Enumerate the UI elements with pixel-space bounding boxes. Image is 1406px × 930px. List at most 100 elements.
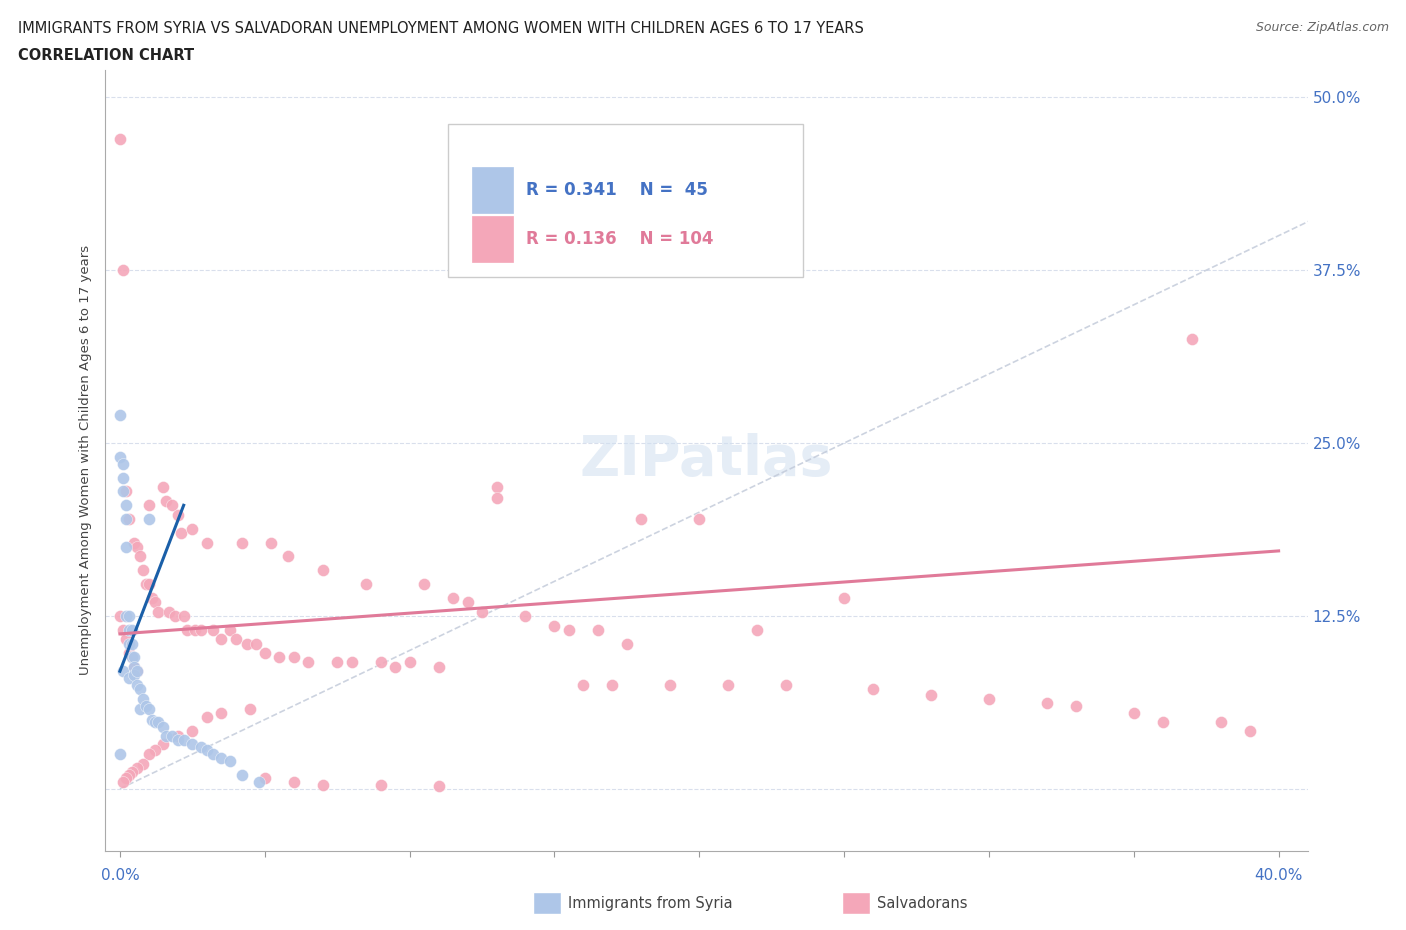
Text: 40.0%: 40.0% <box>1254 868 1303 883</box>
Point <box>143 715 166 730</box>
Text: CORRELATION CHART: CORRELATION CHART <box>18 48 194 63</box>
Point <box>117 645 139 660</box>
Point <box>155 729 177 744</box>
Point <box>138 701 160 716</box>
Point <box>135 698 157 713</box>
Point <box>111 664 134 679</box>
Point <box>121 650 143 665</box>
Point <box>146 604 169 619</box>
Point <box>129 682 152 697</box>
Point <box>398 654 420 669</box>
Point <box>121 622 143 637</box>
Point <box>602 678 624 693</box>
Point <box>471 604 494 619</box>
Point <box>209 632 232 647</box>
Point <box>132 691 155 706</box>
Point <box>117 671 139 685</box>
Point <box>515 608 537 623</box>
Point <box>659 678 682 693</box>
Point <box>167 733 190 748</box>
Point <box>195 742 218 757</box>
Point <box>124 668 146 683</box>
Point <box>141 712 163 727</box>
Point <box>114 484 136 498</box>
Point <box>114 498 136 512</box>
Point <box>245 636 267 651</box>
Point <box>117 622 139 637</box>
Point <box>181 737 204 752</box>
Point <box>184 622 207 637</box>
Point <box>1036 696 1059 711</box>
Text: R = 0.136    N = 104: R = 0.136 N = 104 <box>526 230 714 248</box>
Point <box>977 691 1000 706</box>
Point <box>236 636 259 651</box>
Point <box>253 770 276 785</box>
Point <box>111 484 134 498</box>
Point <box>1181 332 1204 347</box>
Text: Salvadorans: Salvadorans <box>877 897 967 911</box>
Point <box>121 650 143 665</box>
Point <box>1239 724 1261 738</box>
Point <box>283 775 305 790</box>
Point <box>127 678 149 693</box>
Point <box>239 701 262 716</box>
Point <box>124 650 146 665</box>
Point <box>572 678 595 693</box>
Point <box>117 767 139 782</box>
Point <box>485 491 508 506</box>
Point <box>231 535 253 550</box>
Point <box>457 594 479 609</box>
Point <box>747 622 769 637</box>
Text: Source: ZipAtlas.com: Source: ZipAtlas.com <box>1256 21 1389 34</box>
Point <box>124 535 146 550</box>
Point <box>138 498 160 512</box>
Point <box>370 777 392 792</box>
Point <box>384 659 406 674</box>
FancyBboxPatch shape <box>449 125 803 277</box>
Point <box>160 729 183 744</box>
Point <box>775 678 797 693</box>
Point <box>170 525 193 540</box>
Point <box>616 636 638 651</box>
Point <box>127 761 149 776</box>
Point <box>717 678 740 693</box>
Point <box>427 778 450 793</box>
Point <box>354 577 377 591</box>
Point <box>630 512 652 526</box>
Point <box>1122 705 1144 720</box>
Point <box>543 618 565 633</box>
Point <box>108 449 131 464</box>
Point <box>127 664 149 679</box>
Y-axis label: Unemployment Among Women with Children Ages 6 to 17 years: Unemployment Among Women with Children A… <box>79 246 93 675</box>
Point <box>114 632 136 647</box>
Text: Immigrants from Syria: Immigrants from Syria <box>568 897 733 911</box>
Point <box>111 775 134 790</box>
Point <box>114 770 136 785</box>
Point <box>441 591 464 605</box>
Point <box>141 591 163 605</box>
Point <box>225 632 247 647</box>
Text: ZIPatlas: ZIPatlas <box>579 433 834 487</box>
Point <box>152 480 174 495</box>
Point <box>114 539 136 554</box>
Point <box>155 494 177 509</box>
Point <box>121 764 143 779</box>
Point <box>124 659 146 674</box>
Point <box>108 608 131 623</box>
Point <box>259 535 281 550</box>
Point <box>558 622 581 637</box>
Point <box>312 777 335 792</box>
Point <box>108 408 131 423</box>
Point <box>195 535 218 550</box>
Point <box>297 654 319 669</box>
Point <box>132 756 155 771</box>
Point <box>219 753 242 768</box>
Point <box>117 512 139 526</box>
Point <box>312 563 335 578</box>
Point <box>340 654 363 669</box>
Point <box>135 577 157 591</box>
Point <box>138 512 160 526</box>
Point <box>157 604 180 619</box>
Point <box>108 131 131 146</box>
Point <box>152 719 174 734</box>
